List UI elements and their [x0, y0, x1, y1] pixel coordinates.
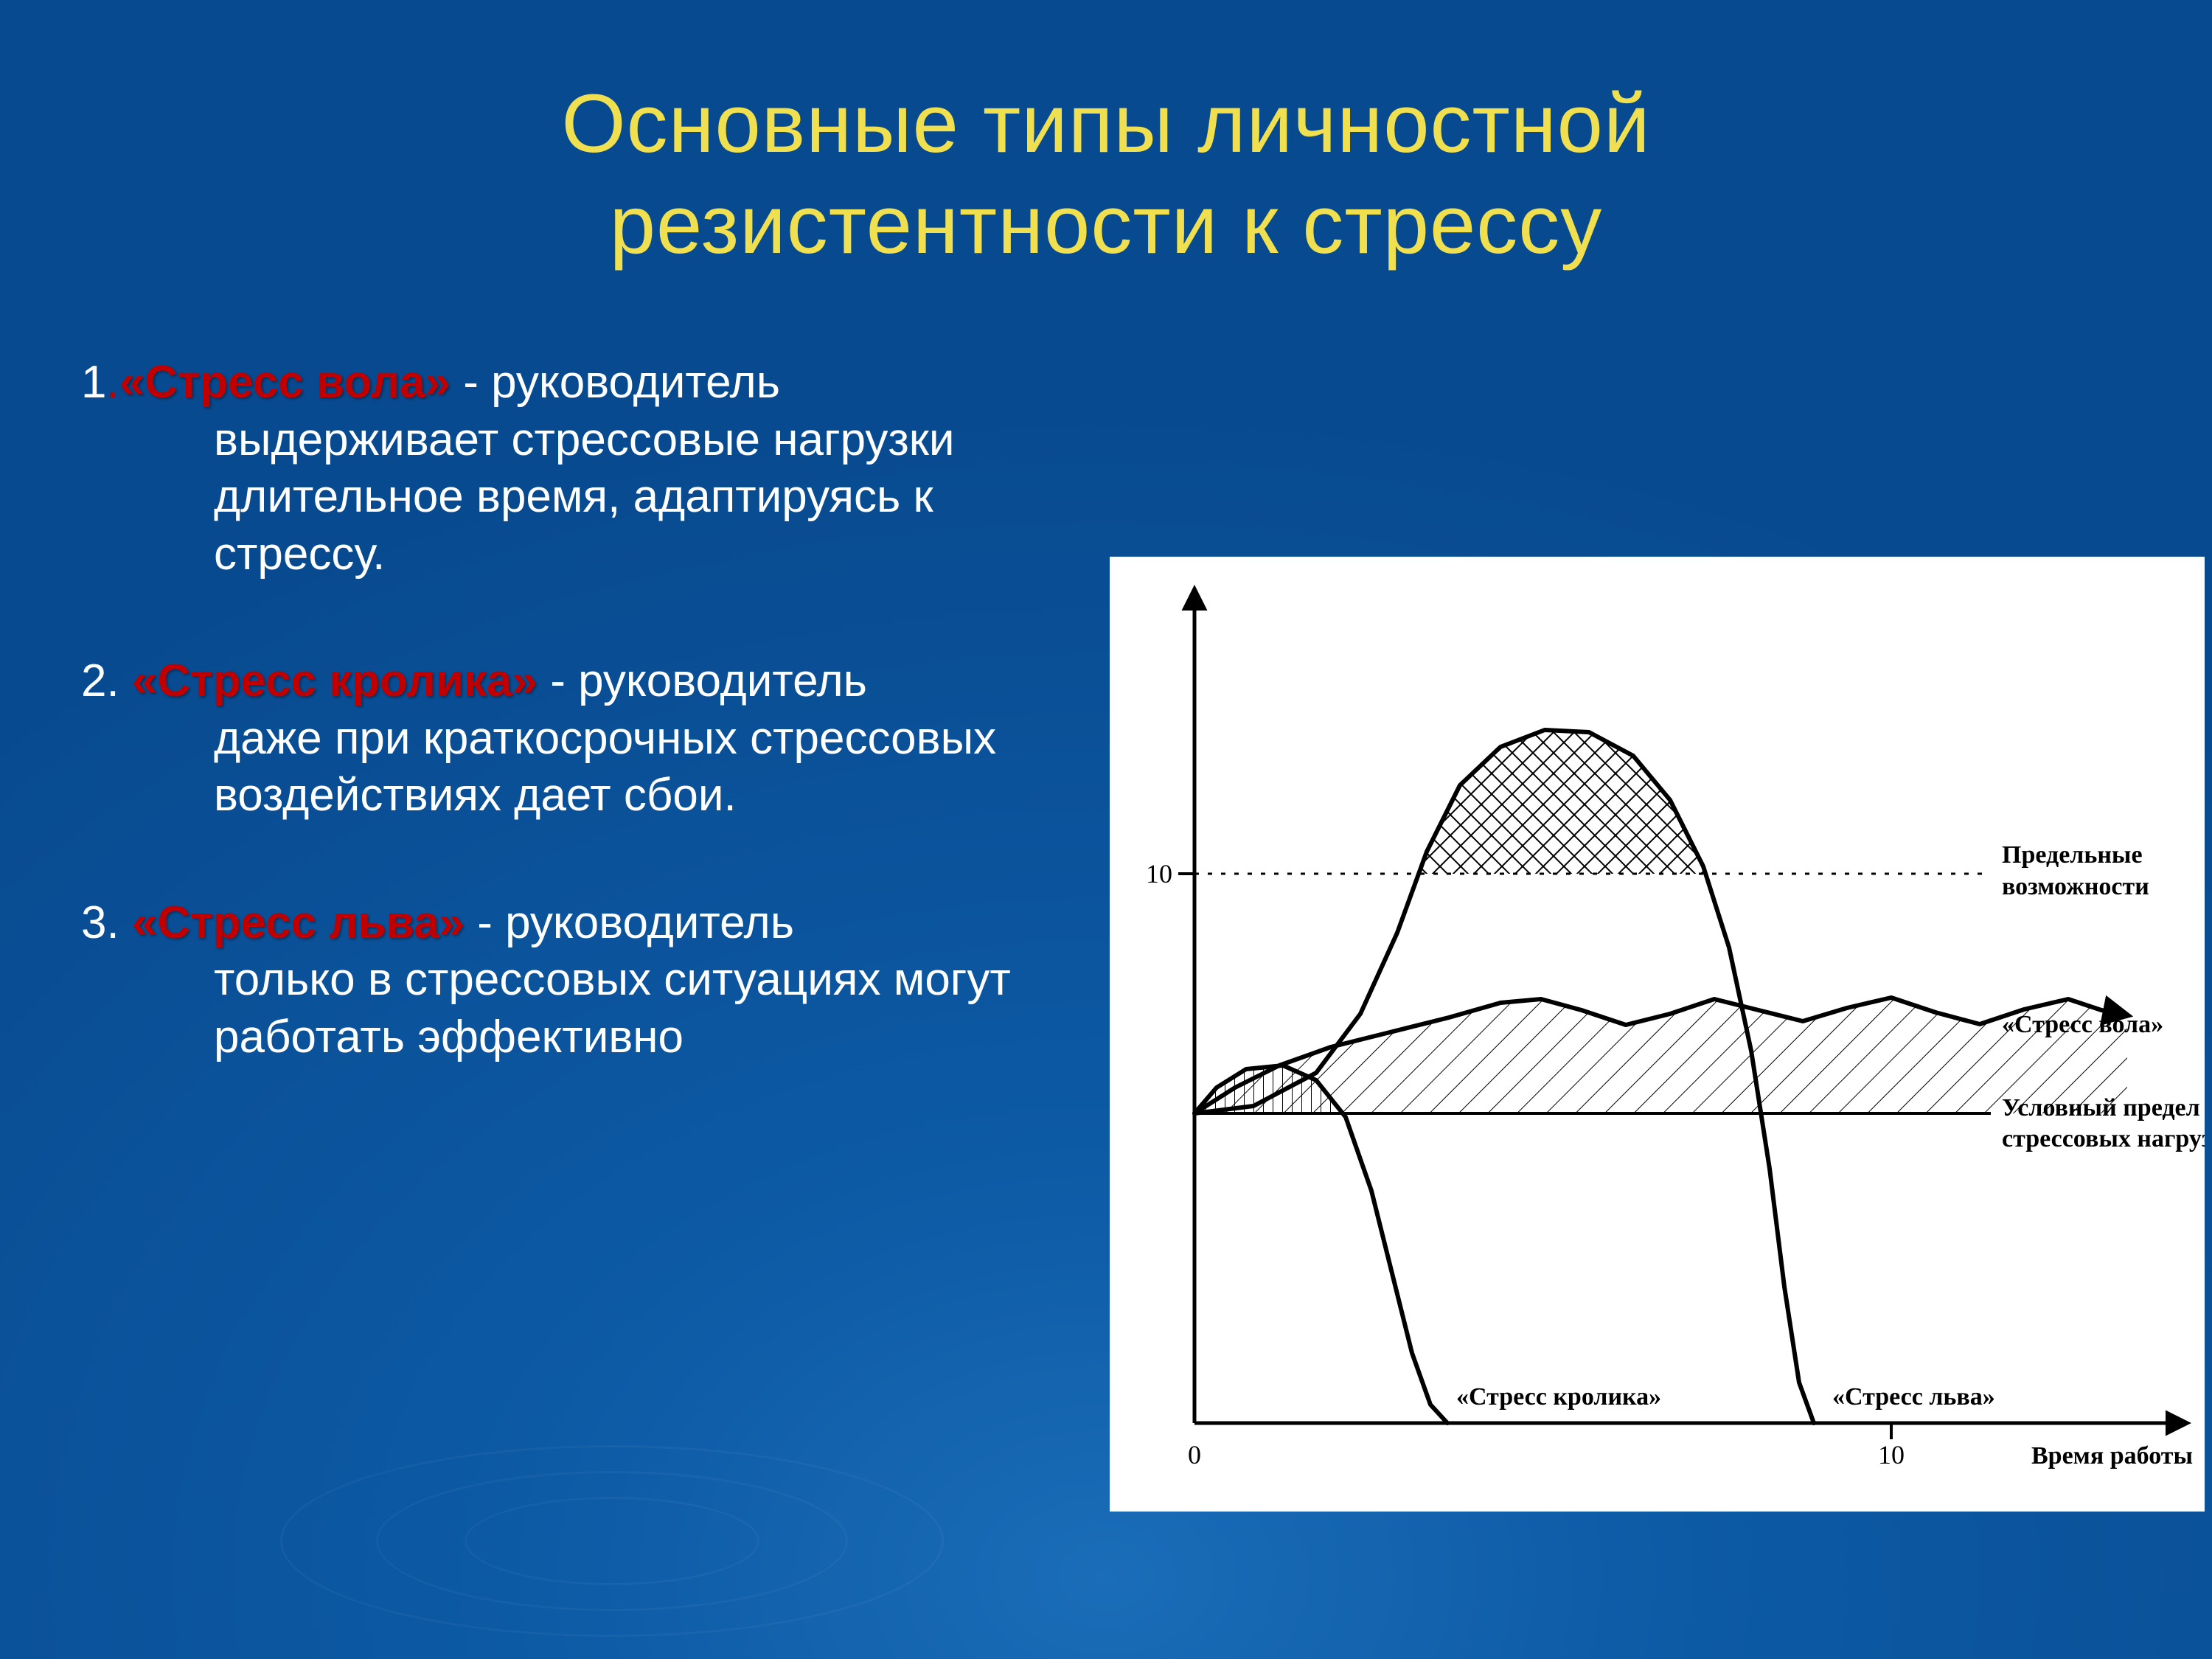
svg-text:Время работы: Время работы: [2031, 1442, 2193, 1470]
svg-text:возможности: возможности: [2002, 873, 2149, 900]
svg-text:стрессовых нагрузок: стрессовых нагрузок: [2002, 1125, 2205, 1152]
svg-text:Предельные: Предельные: [2002, 841, 2143, 869]
ripple-decoration: [465, 1497, 759, 1585]
list-item-1: 1.«Стресс вола» - руководительвыдерживае…: [81, 354, 1113, 582]
list-item-2: 2. «Стресс кролика» - руководительдаже п…: [81, 653, 1113, 824]
svg-text:10: 10: [1146, 859, 1172, 888]
slide-title: Основные типы личностной резистентности …: [0, 0, 2212, 275]
title-line-2: резистентности к стрессу: [610, 178, 1603, 271]
svg-text:Условный предел: Условный предел: [2002, 1094, 2200, 1121]
svg-text:«Стресс кролика»: «Стресс кролика»: [1456, 1383, 1661, 1411]
svg-text:«Стресс льва»: «Стресс льва»: [1832, 1383, 1995, 1411]
svg-text:«Стресс вола»: «Стресс вола»: [2002, 1011, 2163, 1038]
title-line-1: Основные типы личностной: [561, 77, 1650, 170]
list-item-3: 3. «Стресс льва» - руководительтолько в …: [81, 894, 1113, 1066]
svg-text:0: 0: [1188, 1440, 1201, 1470]
chart-svg: 10 0 10 Время работы Предельные возможности «С…: [1110, 557, 2205, 1512]
svg-text:10: 10: [1878, 1440, 1905, 1470]
stress-chart: 10 0 10 Время работы Предельные возможности «С…: [1110, 557, 2205, 1512]
text-column: 1.«Стресс вола» - руководительвыдерживае…: [81, 354, 1113, 1135]
